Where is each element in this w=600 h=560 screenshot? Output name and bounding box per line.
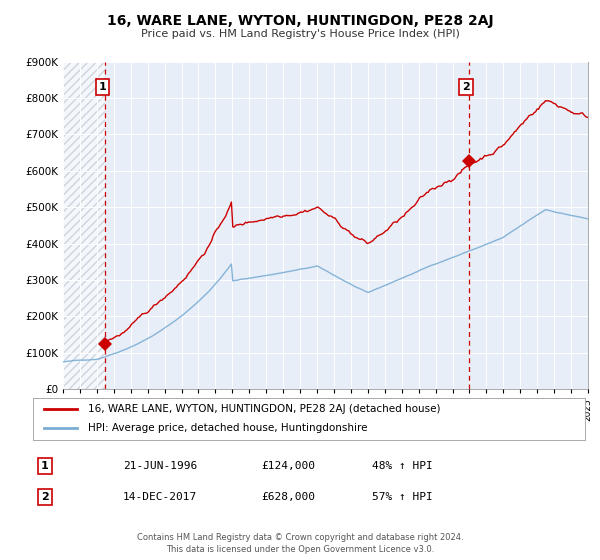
Text: 14-DEC-2017: 14-DEC-2017 — [123, 492, 197, 502]
Text: 48% ↑ HPI: 48% ↑ HPI — [372, 461, 433, 471]
Text: Contains HM Land Registry data © Crown copyright and database right 2024.
This d: Contains HM Land Registry data © Crown c… — [137, 533, 463, 554]
Text: 16, WARE LANE, WYTON, HUNTINGDON, PE28 2AJ: 16, WARE LANE, WYTON, HUNTINGDON, PE28 2… — [107, 14, 493, 28]
Text: 2: 2 — [41, 492, 49, 502]
Text: 21-JUN-1996: 21-JUN-1996 — [123, 461, 197, 471]
Text: Price paid vs. HM Land Registry's House Price Index (HPI): Price paid vs. HM Land Registry's House … — [140, 29, 460, 39]
Text: 57% ↑ HPI: 57% ↑ HPI — [372, 492, 433, 502]
Text: HPI: Average price, detached house, Huntingdonshire: HPI: Average price, detached house, Hunt… — [88, 423, 368, 433]
Text: 16, WARE LANE, WYTON, HUNTINGDON, PE28 2AJ (detached house): 16, WARE LANE, WYTON, HUNTINGDON, PE28 2… — [88, 404, 440, 414]
Bar — [63, 62, 105, 389]
Text: £124,000: £124,000 — [261, 461, 315, 471]
Text: 1: 1 — [98, 82, 106, 92]
Text: £628,000: £628,000 — [261, 492, 315, 502]
Text: 2: 2 — [462, 82, 470, 92]
Text: 1: 1 — [41, 461, 49, 471]
